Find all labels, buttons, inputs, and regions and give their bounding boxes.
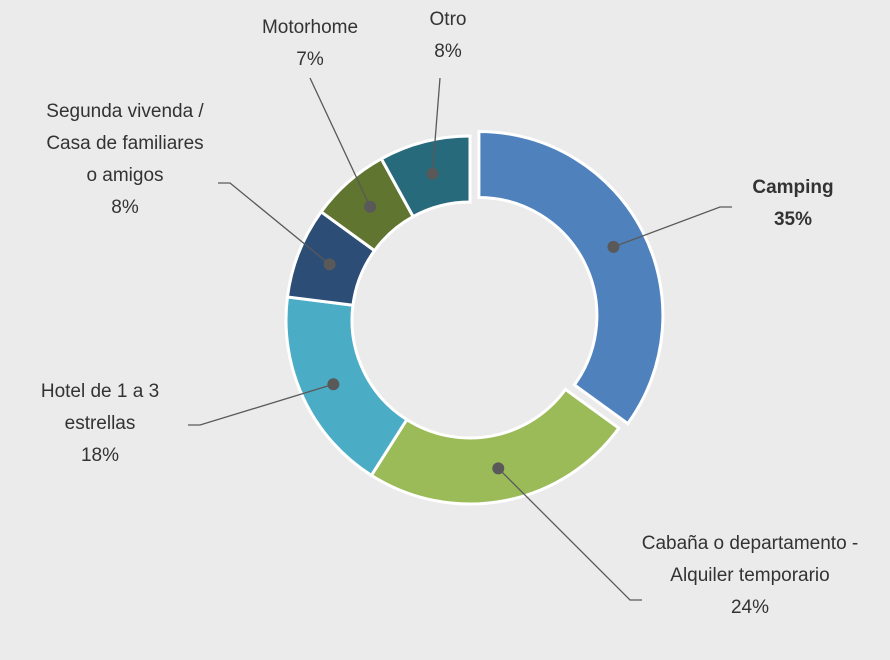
value-label: 7% [296, 49, 324, 70]
category-label: Cabaña o departamento - Alquiler tempora… [641, 533, 859, 586]
donut-slice [477, 129, 665, 426]
data-label: Motorhome 7% [235, 12, 385, 76]
leader-dot [607, 240, 620, 253]
leader-line [188, 383, 334, 426]
category-label: Hotel de 1 a 3 estrellas [40, 381, 160, 434]
category-label: Camping [752, 177, 834, 198]
leader-dot [364, 200, 377, 213]
donut-slice [369, 387, 621, 506]
leader-line [218, 182, 331, 265]
category-label: Segunda vivenda / Casa de familiares o a… [46, 101, 204, 186]
data-label: Camping 35% [718, 172, 868, 236]
category-label: Otro [429, 9, 467, 30]
leader-dot [327, 378, 340, 391]
value-label: 8% [111, 197, 139, 218]
donut-slice [379, 134, 472, 219]
leader-dot [323, 258, 336, 271]
data-label: Segunda vivenda / Casa de familiares o a… [40, 96, 210, 224]
category-label: Motorhome [261, 17, 359, 38]
value-label: 35% [773, 209, 813, 230]
leader-line [309, 77, 371, 208]
leader-line [497, 467, 642, 601]
value-label: 24% [730, 597, 770, 618]
leader-line [431, 77, 441, 174]
value-label: 8% [434, 41, 462, 62]
data-label: Hotel de 1 a 3 estrellas 18% [5, 376, 195, 472]
donut-slice [284, 295, 409, 478]
value-label: 18% [80, 445, 120, 466]
data-label: Otro 8% [398, 4, 498, 68]
leader-dot [492, 462, 505, 475]
leader-dot [426, 167, 439, 180]
data-label: Cabaña o departamento - Alquiler tempora… [630, 528, 870, 624]
leader-line [613, 206, 732, 248]
